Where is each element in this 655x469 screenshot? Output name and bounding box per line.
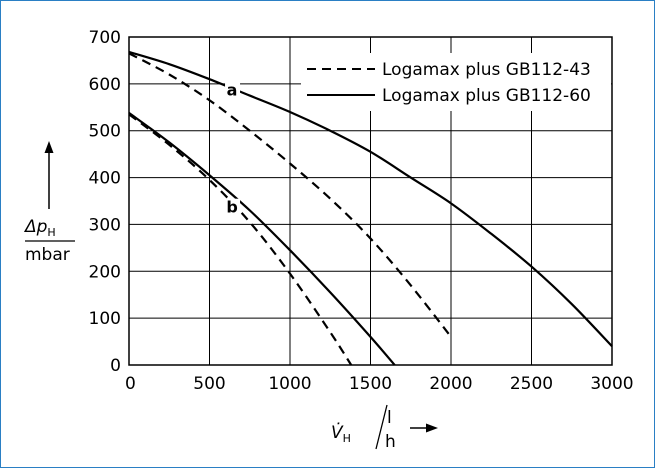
curve-label-bg-a bbox=[225, 81, 241, 100]
x-axis-symbol: V̇H bbox=[331, 422, 351, 445]
y-axis-label: ΔpH mbar bbox=[23, 141, 75, 265]
legend-label-gb112-43: Logamax plus GB112-43 bbox=[382, 60, 591, 80]
series-line-b-gb112-43 bbox=[128, 113, 353, 366]
y-tick-label-7: 700 bbox=[89, 28, 121, 48]
curve-annotations: ab bbox=[225, 81, 241, 217]
legend-background bbox=[301, 53, 611, 111]
x-axis-unit-numerator: l bbox=[387, 408, 392, 428]
y-tick-label-1: 100 bbox=[89, 309, 121, 329]
y-axis-symbol-subscript: H bbox=[47, 226, 55, 239]
curve-label-bg-b bbox=[225, 198, 241, 217]
right-arrow-icon bbox=[426, 423, 438, 433]
series-line-a-gb112-60 bbox=[128, 50, 613, 348]
x-tick-label-2: 1000 bbox=[268, 374, 311, 394]
series-line-b-gb112-60 bbox=[128, 112, 396, 366]
y-tick-label-6: 600 bbox=[89, 75, 121, 95]
curve-label-b: b bbox=[226, 198, 237, 217]
curve-label-a: a bbox=[227, 81, 238, 100]
plot-area bbox=[128, 36, 613, 366]
y-tick-label-2: 200 bbox=[89, 262, 121, 282]
x-axis-unit-denominator: h bbox=[385, 432, 396, 452]
series-lines bbox=[128, 50, 613, 366]
x-tick-label-4: 2000 bbox=[429, 374, 472, 394]
x-tick-label-5: 2500 bbox=[510, 374, 553, 394]
x-tick-label-3: 1500 bbox=[349, 374, 392, 394]
x-tick-label-6: 3000 bbox=[590, 374, 633, 394]
plot-border bbox=[128, 36, 613, 366]
x-axis-symbol-main: V̇ bbox=[331, 422, 344, 443]
y-tick-label-3: 300 bbox=[89, 215, 121, 235]
y-tick-label-0: 0 bbox=[110, 356, 121, 376]
legend: Logamax plus GB112-43 Logamax plus GB112… bbox=[301, 53, 611, 111]
y-tick-label-4: 400 bbox=[89, 169, 121, 189]
series-line-a-gb112-43 bbox=[128, 52, 452, 338]
y-tick-labels: 0 100 200 300 400 500 600 700 bbox=[89, 28, 121, 376]
x-tick-label-0: 0 bbox=[125, 374, 136, 394]
x-axis-unit-slash bbox=[375, 404, 388, 450]
y-axis-unit: mbar bbox=[25, 245, 70, 265]
y-axis-symbol-main: Δp bbox=[23, 217, 48, 237]
x-tick-labels: 0 500 1000 1500 2000 2500 3000 bbox=[125, 374, 634, 394]
x-tick-label-1: 500 bbox=[193, 374, 225, 394]
x-axis-symbol-subscript: H bbox=[343, 432, 351, 445]
y-tick-label-5: 500 bbox=[89, 122, 121, 142]
up-arrow-icon bbox=[44, 141, 54, 153]
y-axis-symbol: ΔpH bbox=[23, 217, 56, 239]
legend-label-gb112-60: Logamax plus GB112-60 bbox=[382, 86, 591, 106]
